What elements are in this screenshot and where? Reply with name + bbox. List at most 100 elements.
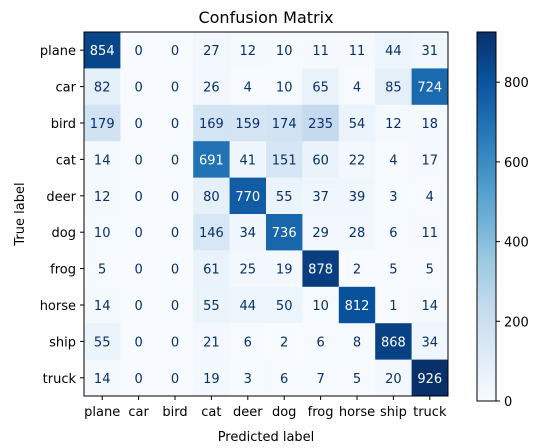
heatmap-cell xyxy=(266,214,303,251)
heatmap-cell xyxy=(266,104,303,142)
x-tick-label: cat xyxy=(201,405,221,420)
cell-value-label: 2 xyxy=(280,335,288,350)
heatmap-cell xyxy=(302,141,340,178)
cell-value-label: 5 xyxy=(389,263,397,278)
cell-value-label: 878 xyxy=(308,263,333,278)
cell-value-label: 5 xyxy=(353,372,361,387)
heatmap-cell xyxy=(229,323,267,360)
heatmap-cell xyxy=(120,286,158,324)
cell-value-label: 3 xyxy=(389,190,397,205)
heatmap-cell xyxy=(193,104,230,142)
colorbar xyxy=(476,31,497,402)
cell-value-label: 34 xyxy=(240,226,257,241)
cell-value-label: 2 xyxy=(353,263,361,278)
cell-value-label: 159 xyxy=(235,117,260,132)
colorbar-ticks: 0 200 400 600 800 xyxy=(496,76,529,410)
heatmap-cell xyxy=(193,359,230,397)
cell-value-label: 11 xyxy=(312,44,329,59)
heatmap-cell xyxy=(84,286,121,324)
cell-value-label: 29 xyxy=(312,226,329,241)
heatmap-cell xyxy=(229,104,267,142)
heatmap-cell xyxy=(156,286,194,324)
heatmap-cell xyxy=(375,323,412,360)
heatmap-cell xyxy=(156,177,194,215)
cell-value-label: 0 xyxy=(171,226,179,241)
y-tick-label: frog xyxy=(50,263,76,278)
heatmap-cell xyxy=(411,104,449,142)
heatmap-cell xyxy=(375,177,412,215)
heatmap-cell xyxy=(84,214,121,251)
cell-value-label: 0 xyxy=(171,263,179,278)
y-axis-label: True label xyxy=(13,182,28,246)
cell-value-label: 21 xyxy=(203,335,220,350)
heatmap-cell xyxy=(156,68,194,106)
heatmap-cell xyxy=(266,141,303,178)
cell-value-label: 0 xyxy=(134,263,142,278)
heatmap-cell xyxy=(266,359,303,397)
cell-value-label: 0 xyxy=(171,117,179,132)
heatmap-cell xyxy=(229,214,267,251)
cell-value-label: 41 xyxy=(240,153,257,168)
x-tick-label: plane xyxy=(84,405,120,420)
cell-value-label: 25 xyxy=(240,263,257,278)
cell-value-label: 0 xyxy=(171,153,179,168)
heatmap-cell xyxy=(302,68,340,106)
heatmap-cell xyxy=(375,214,412,251)
cell-value-label: 5 xyxy=(426,263,434,278)
cell-value-label: 20 xyxy=(385,372,402,387)
cell-value-label: 8 xyxy=(353,335,361,350)
cell-value-label: 7 xyxy=(316,372,324,387)
heatmap-cell xyxy=(266,286,303,324)
heatmap-cell xyxy=(229,359,267,397)
cell-value-label: 4 xyxy=(389,153,397,168)
cell-value-label: 1 xyxy=(389,299,397,314)
heatmap-cell xyxy=(120,68,158,106)
cell-value-label: 6 xyxy=(244,335,252,350)
heatmap-cell xyxy=(229,286,267,324)
x-tick-label: ship xyxy=(380,405,407,420)
y-tick-label: deer xyxy=(46,190,76,205)
heatmap-cell xyxy=(411,177,449,215)
cell-value-label: 4 xyxy=(426,190,434,205)
colorbar-tick-label: 200 xyxy=(504,315,529,330)
heatmap-cell xyxy=(266,250,303,288)
heatmap-cell xyxy=(302,323,340,360)
cell-value-label: 55 xyxy=(94,335,111,350)
heatmap-cell xyxy=(229,68,267,106)
cell-value-label: 868 xyxy=(381,335,406,350)
cell-value-label: 39 xyxy=(349,190,366,205)
cell-value-label: 27 xyxy=(203,44,220,59)
heatmap-cell xyxy=(156,250,194,288)
heatmap-cell xyxy=(193,141,230,178)
cell-value-label: 3 xyxy=(244,372,252,387)
cell-value-label: 55 xyxy=(276,190,293,205)
cell-value-label: 812 xyxy=(345,299,370,314)
cell-value-label: 736 xyxy=(272,226,297,241)
cell-value-label: 60 xyxy=(312,153,329,168)
heatmap-cell xyxy=(193,177,230,215)
cell-value-label: 14 xyxy=(422,299,439,314)
cell-value-label: 770 xyxy=(235,190,260,205)
heatmap-cell xyxy=(120,104,158,142)
cell-value-label: 0 xyxy=(171,335,179,350)
cell-value-label: 19 xyxy=(276,263,293,278)
cell-value-label: 44 xyxy=(385,44,402,59)
heatmap-cell xyxy=(84,141,121,178)
heatmap-cell xyxy=(411,323,449,360)
cell-value-label: 0 xyxy=(134,190,142,205)
y-tick-label: horse xyxy=(40,299,76,314)
heatmap-cell xyxy=(375,141,412,178)
heatmap-cell xyxy=(411,68,449,106)
cell-value-label: 14 xyxy=(94,299,111,314)
heatmap-cell xyxy=(120,359,158,397)
heatmap-cell xyxy=(193,68,230,106)
cell-value-label: 0 xyxy=(134,44,142,59)
heatmap-cell xyxy=(411,32,449,69)
heatmap-cell xyxy=(266,323,303,360)
cell-value-label: 179 xyxy=(90,117,115,132)
cell-value-label: 26 xyxy=(203,81,220,96)
heatmap-cell xyxy=(375,32,412,69)
heatmap-cell xyxy=(120,323,158,360)
y-tick-label: plane xyxy=(40,44,76,59)
